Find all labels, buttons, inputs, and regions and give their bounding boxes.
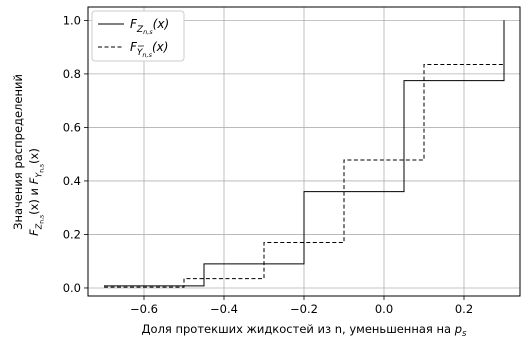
x-axis: −0.6 −0.4 −0.2 0.0 0.2 <box>130 296 473 316</box>
y-tick-label: 1.0 <box>63 13 81 27</box>
y-tick-label: 0.6 <box>63 120 81 134</box>
series-line-2 <box>104 20 505 288</box>
series-line-1 <box>104 20 505 287</box>
y-axis: 0.0 0.2 0.4 0.6 0.8 1.0 <box>63 13 88 295</box>
x-tick-label: −0.6 <box>130 302 158 316</box>
y-tick-label: 0.0 <box>63 281 81 295</box>
legend-label-1: FZn,s(x) <box>130 17 169 36</box>
y-tick-label: 0.2 <box>63 227 81 241</box>
x-axis-label: Доля протекших жидкостей из n, уменьшенн… <box>142 322 467 339</box>
series-layer <box>104 20 505 288</box>
x-tick-label: −0.2 <box>290 302 318 316</box>
x-axis-label-text: Доля протекших жидкостей из n, уменьшенн… <box>142 322 467 339</box>
x-tick-label: 0.2 <box>455 302 473 316</box>
y-tick-label: 0.4 <box>63 174 81 188</box>
legend: FZn,s(x) FYn,s(x) <box>91 10 185 62</box>
y-axis-label-line-2: FZn,s(x) и FYn,s(x) <box>27 148 46 236</box>
x-tick-label: −0.4 <box>210 302 238 316</box>
x-tick-label: 0.0 <box>375 302 393 316</box>
y-tick-label: 0.8 <box>63 67 81 81</box>
legend-label-2: FYn,s(x) <box>130 40 168 59</box>
y-axis-label-line-1: Значения распределений <box>11 74 25 230</box>
